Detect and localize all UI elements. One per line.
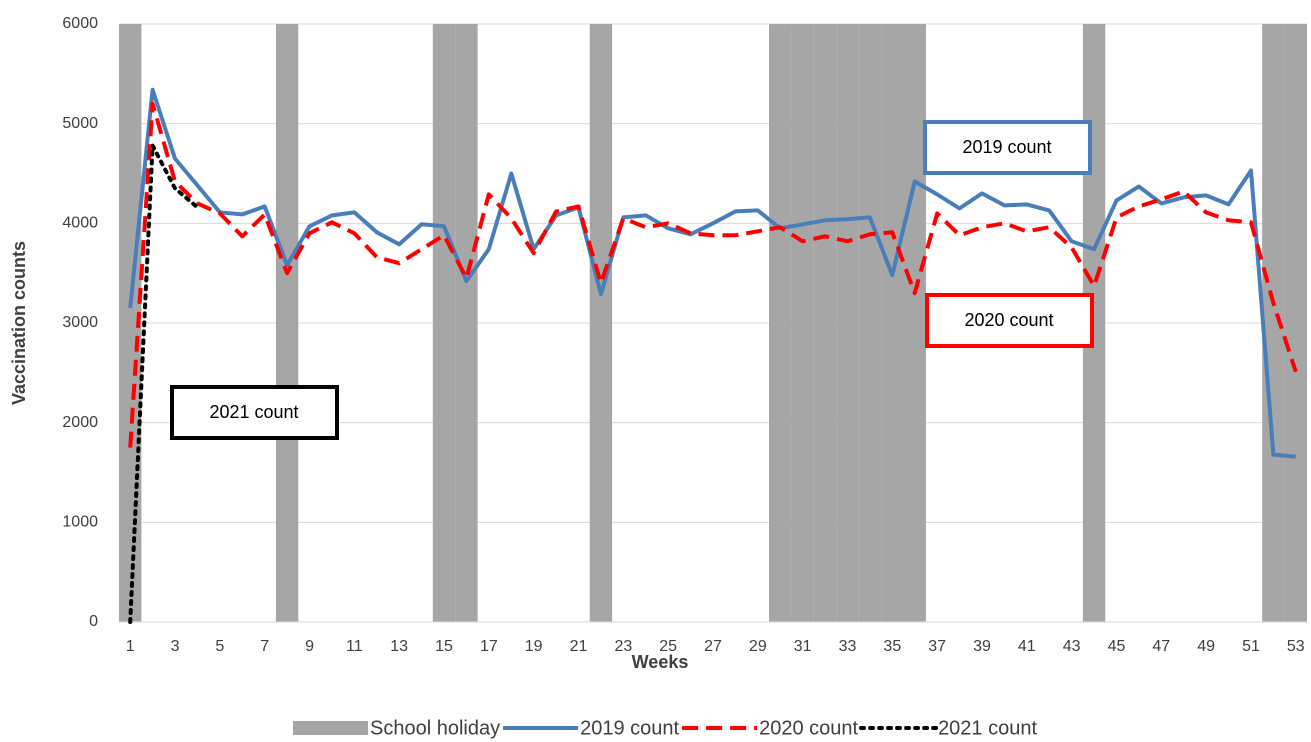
x-tick-label: 41	[1018, 638, 1036, 655]
x-tick-label: 7	[260, 638, 269, 655]
annotation-box	[925, 293, 1094, 348]
annotation-text: 2019 count	[962, 137, 1051, 157]
x-tick-label: 5	[215, 638, 224, 655]
x-tick-label: 51	[1242, 638, 1260, 655]
series-line	[128, 101, 1298, 448]
y-tick-label: 2000	[62, 414, 98, 431]
x-tick-label: 33	[839, 638, 857, 655]
legend-swatch	[293, 721, 368, 735]
holiday-bar	[455, 24, 478, 622]
series-line	[128, 87, 1296, 459]
y-tick-label: 4000	[62, 215, 98, 232]
y-axis-title: Vaccination counts	[9, 241, 29, 405]
lines	[128, 87, 1298, 624]
x-tick-label: 25	[659, 638, 677, 655]
x-tick-label: 17	[480, 638, 498, 655]
holiday-bar	[1262, 24, 1285, 622]
holiday-bar	[1284, 24, 1307, 622]
annotation-text: 2020 count	[964, 310, 1053, 330]
holiday-bar	[769, 24, 792, 622]
x-tick-label: 21	[570, 638, 588, 655]
annotation-box	[923, 120, 1092, 175]
x-tick-label: 27	[704, 638, 722, 655]
x-tick-label: 37	[928, 638, 946, 655]
holiday-bar	[432, 24, 456, 622]
x-tick-label: 1	[126, 638, 135, 655]
x-axis-title: Weeks	[632, 652, 689, 672]
x-tick-label: 47	[1152, 638, 1170, 655]
holiday-bar	[858, 24, 882, 622]
holiday-bar	[881, 24, 904, 622]
holiday-bar	[903, 24, 926, 622]
x-tick-label: 49	[1197, 638, 1215, 655]
legend-label: 2020 count	[759, 717, 858, 739]
legend-label: School holiday	[370, 717, 500, 739]
annotation-text: 2021 count	[209, 402, 298, 422]
x-tick-label: 35	[883, 638, 901, 655]
x-tick-label: 43	[1063, 638, 1081, 655]
holiday-bar	[275, 24, 299, 622]
x-tick-label: 45	[1108, 638, 1126, 655]
holiday-bar	[119, 24, 142, 622]
y-tick-label: 0	[89, 613, 98, 630]
x-tick-label: 3	[171, 638, 180, 655]
holiday-bar	[791, 24, 814, 622]
legend-label: 2019 count	[580, 717, 679, 739]
x-tick-label: 39	[973, 638, 991, 655]
x-tick-label: 15	[435, 638, 453, 655]
series-line	[128, 143, 200, 624]
x-tick-label: 11	[346, 638, 363, 655]
y-tick-label: 6000	[62, 15, 98, 32]
holiday-bar	[836, 24, 859, 622]
holiday-bar	[589, 24, 613, 622]
x-tick-label: 31	[794, 638, 812, 655]
x-tick-label: 23	[614, 638, 632, 655]
x-tick-label: 29	[749, 638, 767, 655]
x-tick-label: 9	[305, 638, 314, 655]
legend-label: 2021 count	[938, 717, 1037, 739]
holiday-bar	[813, 24, 837, 622]
y-tick-label: 3000	[62, 314, 98, 331]
x-tick-label: 13	[390, 638, 408, 655]
y-tick-label: 5000	[62, 115, 98, 132]
y-tick-label: 1000	[62, 514, 98, 531]
x-tick-label: 19	[525, 638, 543, 655]
bars	[119, 24, 1307, 622]
annotation-box	[170, 385, 339, 440]
x-tick-label: 53	[1287, 638, 1305, 655]
